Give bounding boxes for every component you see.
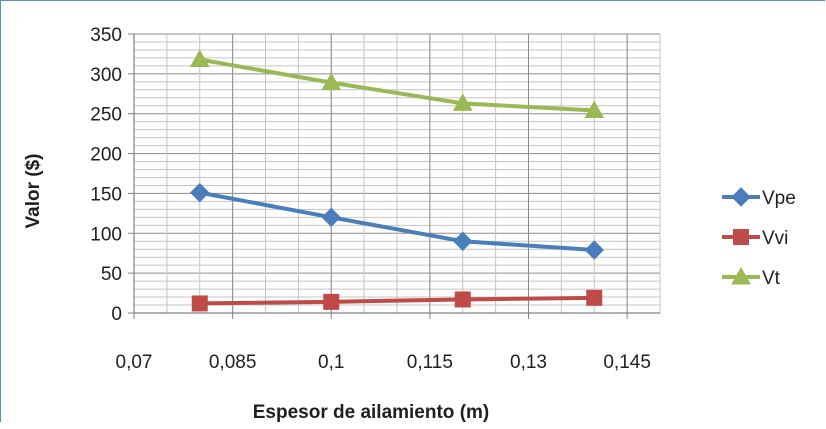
data-point-vvi: [454, 291, 471, 308]
y-tick-label: 250: [90, 105, 122, 126]
legend-marker: [731, 266, 751, 285]
x-tick-label: 0,115: [407, 352, 453, 373]
legend-item-vpe: Vpe: [722, 187, 796, 209]
y-tick-label: 350: [90, 25, 122, 46]
y-tick-labels: 0 50 100 150 200 250 300 350: [90, 25, 122, 325]
data-point-vpe: [453, 231, 473, 251]
legend-label: Vvi: [762, 228, 788, 249]
legend-marker: [731, 187, 751, 207]
series-lines: [189, 49, 605, 312]
data-point-vvi: [586, 289, 603, 306]
data-point-vpe: [190, 182, 210, 203]
x-tick-label: 0,145: [603, 352, 651, 373]
data-point-vt: [452, 93, 473, 111]
data-point-vvi: [191, 295, 208, 312]
legend-label: Vt: [762, 268, 781, 289]
y-tick-label: 200: [90, 145, 122, 166]
series-vpe: [190, 182, 604, 260]
series-vt: [189, 49, 605, 119]
legend-item-vvi: Vvi: [722, 228, 788, 249]
x-tick-label: 0,13: [510, 352, 547, 373]
legend: Vpe Vvi Vt: [722, 187, 796, 289]
series-line-vvi: [199, 295, 595, 306]
data-point-vt: [584, 100, 605, 119]
series-line-vt: [199, 57, 595, 113]
legend-label: Vpe: [762, 188, 796, 209]
legend-item-vt: Vt: [722, 266, 781, 289]
y-tick-label: 0: [111, 304, 122, 325]
data-point-vpe: [584, 240, 604, 260]
series-vvi: [191, 289, 603, 312]
x-axis-title: Espesor de ailamiento (m): [253, 402, 490, 423]
y-axis-title: Valor ($): [23, 154, 44, 229]
data-point-vvi: [323, 293, 340, 310]
y-tick-label: 100: [90, 224, 122, 245]
y-tick-label: 50: [101, 264, 122, 285]
series-line-vpe: [199, 190, 595, 253]
data-point-vt: [321, 72, 342, 91]
x-tick-label: 0,1: [318, 352, 344, 373]
axes: [128, 33, 660, 319]
x-tick-label: 0,07: [116, 352, 153, 373]
data-point-vpe: [321, 207, 341, 228]
x-tick-label: 0,085: [209, 352, 257, 373]
legend-marker: [733, 229, 749, 245]
x-tick-labels: 0,07 0,085 0,1 0,115 0,13 0,145: [116, 352, 651, 373]
y-tick-label: 150: [90, 184, 122, 205]
gridlines: [133, 33, 661, 314]
y-tick-label: 300: [90, 65, 122, 86]
data-point-vt: [189, 49, 210, 68]
